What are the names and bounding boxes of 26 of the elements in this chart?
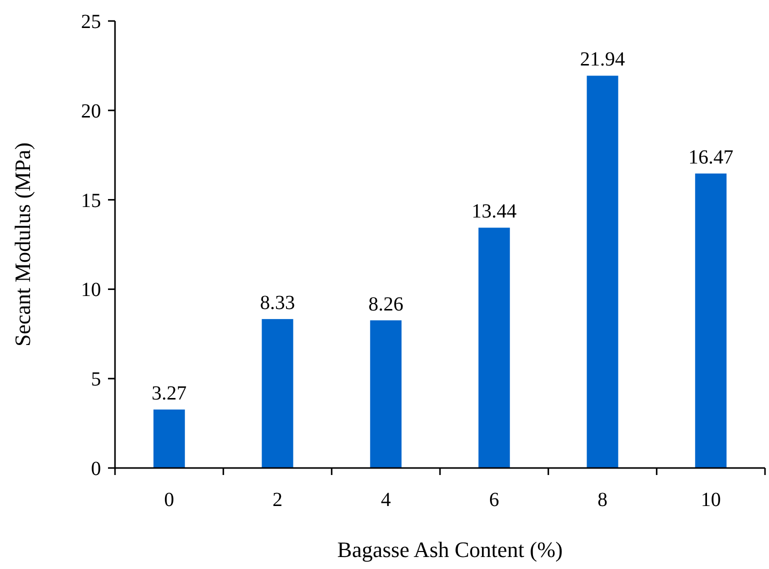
bar	[262, 319, 294, 468]
data-label: 3.27	[152, 382, 187, 405]
bar	[478, 228, 510, 468]
y-tick-label: 20	[81, 100, 101, 122]
x-axis-title: Bagasse Ash Content (%)	[337, 537, 563, 562]
x-tick-label: 2	[272, 489, 282, 511]
bar	[370, 320, 402, 468]
data-label: 21.94	[580, 48, 625, 71]
data-label: 13.44	[472, 200, 517, 223]
y-axis-title: Secant Modulus (MPa)	[10, 142, 35, 347]
bar	[695, 174, 727, 468]
y-tick-label: 5	[91, 368, 101, 391]
y-tick-label: 10	[81, 279, 101, 302]
data-label: 16.47	[688, 146, 734, 169]
y-tick-label: 0	[91, 458, 101, 480]
x-tick-label: 8	[598, 489, 608, 511]
y-tick-label: 15	[81, 190, 101, 212]
bar	[586, 76, 618, 468]
data-label: 8.33	[260, 292, 295, 314]
x-tick-label: 10	[700, 489, 721, 511]
x-tick-label: 4	[380, 489, 391, 511]
bar	[153, 410, 185, 468]
x-tick-label: 6	[489, 489, 500, 511]
x-tick-label: 0	[164, 489, 174, 511]
y-tick-label: 25	[81, 11, 101, 33]
data-label: 8.26	[368, 293, 404, 316]
